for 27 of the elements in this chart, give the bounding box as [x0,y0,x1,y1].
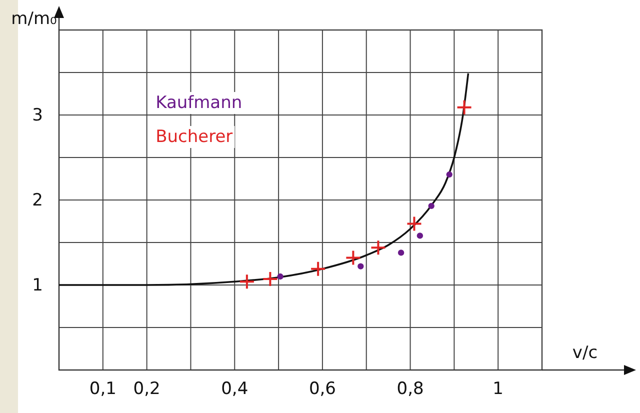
point [262,271,278,288]
x-tick-label: 1 [492,379,504,400]
text: Kaufmann [156,93,242,113]
y-axis-title: m/m₀ [11,9,58,29]
line-series [58,72,470,286]
point [345,250,362,266]
point [416,232,424,239]
point [310,260,326,277]
point [370,240,386,256]
y-tick-label: 2 [32,190,43,210]
x-tick-label: 0,1 [89,379,116,400]
x-tick-label: 0,4 [221,379,248,400]
point [428,202,434,210]
point [277,273,284,280]
point [456,99,472,116]
y-tick-label: 3 [32,105,43,126]
point [406,216,422,232]
point [238,274,255,290]
x-tick-label: 0,2 [133,379,160,400]
point [446,171,452,178]
text: Bucherer [156,127,233,147]
point [358,263,364,270]
x-tick-label: 0,8 [396,379,424,400]
point [398,250,404,256]
y-tick-label: 1 [32,275,43,296]
x-tick-label: 0,6 [308,379,336,400]
x-axis-title: v/c [572,343,598,363]
